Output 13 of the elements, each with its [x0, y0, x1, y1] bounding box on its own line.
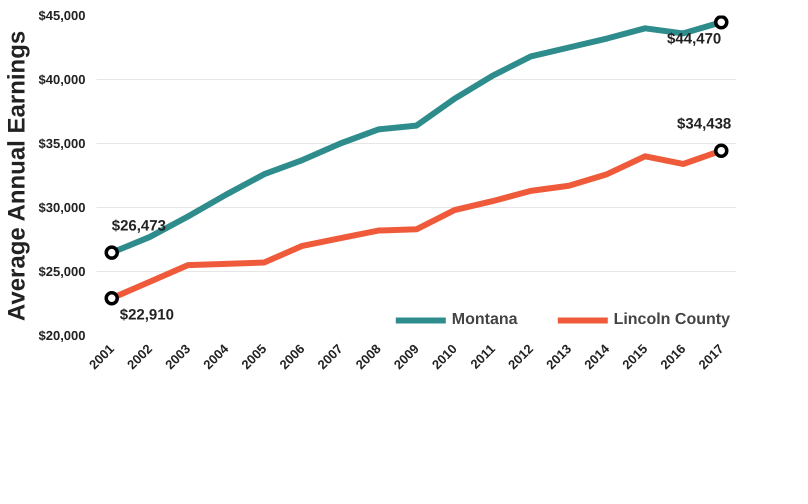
- y-tick-label: $20,000: [38, 328, 86, 343]
- y-tick-label: $40,000: [38, 72, 86, 87]
- y-tick-label: $45,000: [38, 8, 86, 23]
- data-label: $22,910: [120, 306, 174, 324]
- legend-label: Montana: [452, 311, 518, 329]
- data-label: $26,473: [112, 218, 166, 235]
- y-tick-label: $30,000: [38, 200, 86, 215]
- data-label: $34,438: [677, 116, 732, 133]
- data-label: $44,470: [667, 30, 722, 48]
- y-tick-label: $35,000: [38, 136, 86, 151]
- y-tick-label: $25,000: [38, 264, 86, 279]
- legend-label: Lincoln County: [614, 311, 730, 329]
- y-axis-title: Average Annual Earnings: [4, 30, 31, 322]
